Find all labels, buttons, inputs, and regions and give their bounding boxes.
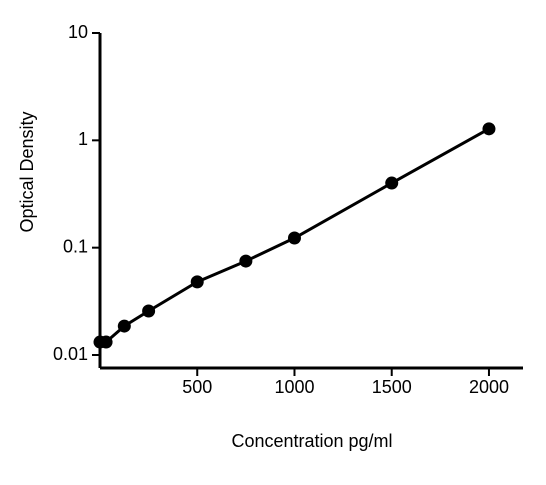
data-point xyxy=(117,319,131,333)
x-tick-label: 2000 xyxy=(469,377,509,397)
data-point xyxy=(239,254,253,268)
data-point xyxy=(142,304,156,318)
x-tick-label: 1000 xyxy=(274,377,314,397)
y-tick-label: 1 xyxy=(78,129,88,149)
y-tick-label: 10 xyxy=(68,22,88,42)
y-tick-label: 0.01 xyxy=(53,344,88,364)
x-tick-label: 1500 xyxy=(372,377,412,397)
x-tick-label: 500 xyxy=(182,377,212,397)
data-point xyxy=(385,176,399,190)
data-point xyxy=(190,275,204,289)
data-point xyxy=(287,231,301,245)
data-point xyxy=(482,122,496,136)
x-axis-label: Concentration pg/ml xyxy=(231,431,392,451)
y-tick-label: 0.1 xyxy=(63,236,88,256)
y-axis-label: Optical Density xyxy=(17,111,37,232)
data-point xyxy=(99,335,113,349)
